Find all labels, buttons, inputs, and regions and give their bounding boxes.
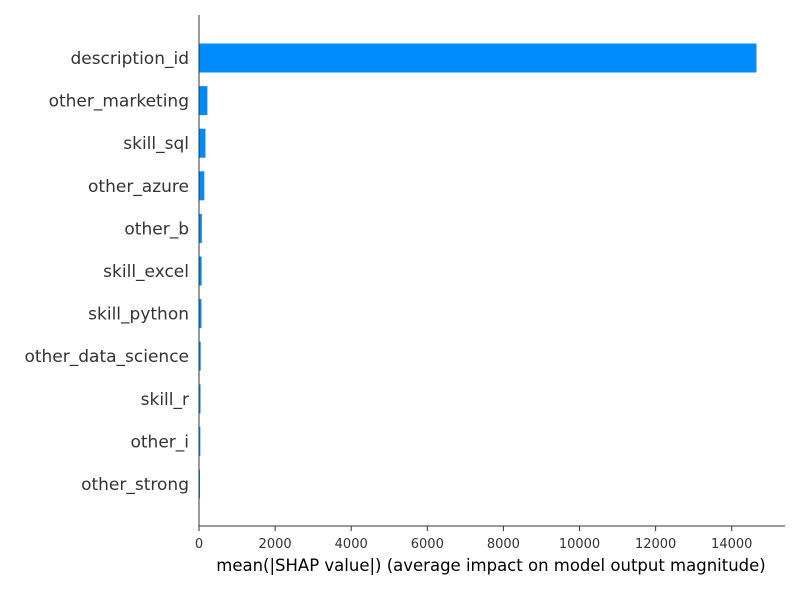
bar-skill-excel bbox=[199, 256, 202, 286]
x-tick-label: 10000 bbox=[559, 537, 600, 552]
category-label: other_i bbox=[130, 432, 189, 452]
bar-other-marketing bbox=[199, 86, 208, 116]
category-label: skill_sql bbox=[123, 134, 189, 154]
x-ticks-group: 0 2000 4000 6000 8000 10000 12000 14000 bbox=[195, 526, 752, 552]
x-tick-label: 2000 bbox=[259, 537, 292, 552]
bar-other-data-science bbox=[199, 341, 201, 371]
category-label: other_marketing bbox=[49, 92, 189, 112]
bars-group bbox=[199, 43, 757, 499]
bar-other-i bbox=[199, 426, 201, 456]
x-tick-label: 14000 bbox=[711, 537, 752, 552]
category-label: skill_excel bbox=[103, 262, 189, 282]
category-label: skill_r bbox=[141, 390, 189, 410]
category-label: skill_python bbox=[88, 305, 189, 325]
x-tick-label: 6000 bbox=[411, 537, 444, 552]
category-label: other_azure bbox=[88, 177, 189, 197]
x-tick-label: 0 bbox=[195, 537, 203, 552]
bar-skill-sql bbox=[199, 128, 206, 158]
category-labels-group: description_id other_marketing skill_sqlot… bbox=[24, 49, 189, 495]
bar-other-azure bbox=[199, 171, 205, 201]
category-label: other_b bbox=[124, 219, 189, 239]
category-label: other_data_science bbox=[24, 347, 189, 367]
bar-skill-python bbox=[199, 299, 202, 329]
category-label: other_strong bbox=[81, 475, 189, 495]
bar-other-b bbox=[199, 213, 202, 243]
x-axis-title: mean(|SHAP value|) (average impact on mo… bbox=[216, 556, 766, 575]
bar-description-id bbox=[199, 43, 757, 73]
x-tick-label: 4000 bbox=[335, 537, 368, 552]
bar-skill-r bbox=[199, 384, 201, 414]
category-label: description_id bbox=[70, 49, 189, 69]
x-tick-label: 12000 bbox=[635, 537, 676, 552]
x-tick-label: 8000 bbox=[487, 537, 520, 552]
